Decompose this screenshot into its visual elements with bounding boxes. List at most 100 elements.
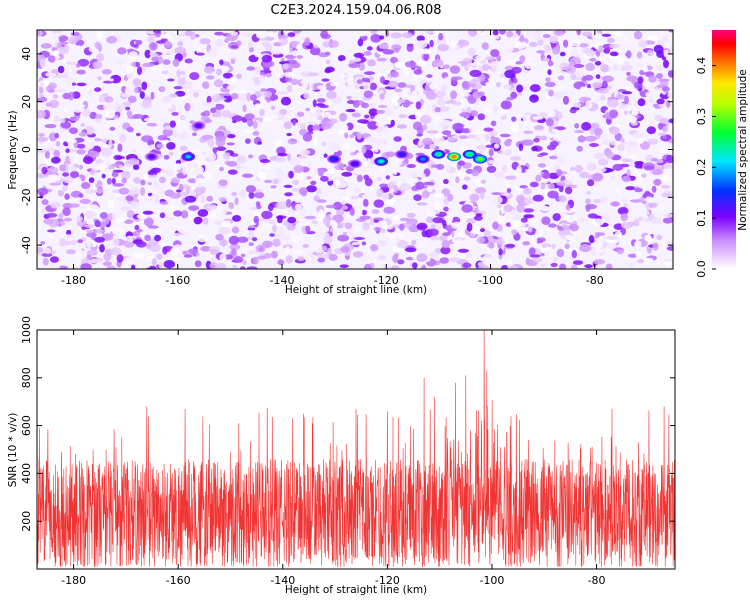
heatmap-noise-cell (171, 177, 180, 184)
heatmap-noise-cell (584, 74, 594, 81)
heatmap-noise-cell (488, 241, 495, 249)
heatmap-noise-cell (507, 60, 517, 64)
heatmap-noise-cell (615, 94, 626, 100)
heatmap-noise-cell (475, 137, 481, 141)
heatmap-noise-cell (589, 57, 597, 62)
heatmap-noise-cell (153, 229, 163, 234)
heatmap-noise-cell (299, 208, 306, 216)
heatmap-noise-cell (600, 64, 609, 73)
heatmap-noise-cell (248, 225, 255, 229)
heatmap-noise-cell (323, 235, 333, 244)
heatmap-hotspot (399, 152, 405, 157)
heatmap-noise-cell (534, 35, 542, 41)
heatmap-noise-cell (147, 182, 152, 186)
heatmap-noise-cell (102, 93, 109, 98)
heatmap-noise-cell (422, 137, 433, 145)
heatmap-noise-cell (449, 257, 461, 262)
heatmap-noise-cell (50, 201, 61, 209)
heatmap-noise-cell (404, 101, 414, 105)
heatmap-noise-cell (607, 238, 618, 245)
heatmap-noise-cell (411, 239, 417, 246)
heatmap-noise-cell (552, 85, 563, 90)
heatmap-noise-cell (645, 91, 651, 97)
heatmap-noise-cell (429, 83, 437, 90)
heatmap-noise-cell (254, 103, 262, 108)
heatmap-noise-cell (136, 213, 148, 220)
heatmap-noise-cell (40, 43, 52, 49)
heatmap-noise-cell (65, 155, 70, 163)
heatmap-noise-cell (374, 223, 385, 228)
heatmap-noise-cell (485, 56, 495, 60)
heatmap-noise-cell (231, 115, 243, 122)
heatmap-noise-cell (380, 167, 386, 172)
heatmap-noise-cell (79, 198, 91, 204)
heatmap-noise-cell (633, 30, 643, 40)
heatmap-noise-cell (317, 199, 327, 203)
heatmap-noise-cell (556, 155, 566, 164)
snr-y-tick-label: 400 (20, 463, 33, 484)
heatmap-noise-cell (99, 95, 104, 99)
heatmap-noise-cell (584, 264, 593, 269)
heatmap-noise-cell (292, 188, 299, 192)
heatmap-noise-cell (440, 246, 451, 255)
heatmap-noise-cell (340, 246, 350, 253)
heatmap-noise-cell (469, 193, 480, 202)
heatmap-noise-cell (457, 253, 467, 258)
heatmap-noise-cell (62, 185, 68, 192)
heatmap-noise-cell (57, 42, 62, 48)
heatmap-noise-cell (314, 249, 324, 254)
heatmap-noise-cell (494, 34, 500, 40)
heatmap-noise-cell (457, 230, 466, 238)
heatmap-noise-cell (52, 30, 62, 34)
heatmap-noise-cell (85, 224, 95, 229)
heatmap-noise-cell (390, 32, 403, 39)
heatmap-noise-cell (369, 218, 374, 226)
snr-y-ticks: 200 400 600 800 1000 (20, 316, 675, 532)
heatmap-noise-cell (330, 82, 339, 87)
heatmap-noise-cell (316, 253, 329, 259)
heatmap-noise-cell (150, 91, 155, 100)
heatmap-noise-cell (356, 131, 362, 140)
heatmap-noise-cell (118, 187, 130, 195)
heatmap-noise-cell (502, 233, 508, 243)
heatmap-noise-cell (252, 256, 259, 265)
heatmap-noise-cell (294, 203, 302, 211)
heatmap-hotspot (195, 123, 202, 128)
heatmap-noise-cell (109, 126, 116, 131)
heatmap-noise-cell (662, 217, 673, 224)
heatmap-noise-cell (121, 93, 133, 98)
heatmap-noise-cell (226, 84, 237, 91)
heatmap-noise-cell (124, 86, 133, 96)
heatmap-noise-cell (309, 46, 321, 56)
heatmap-noise-cell (123, 219, 134, 224)
heatmap-noise-cell (46, 147, 56, 152)
heatmap-noise-cell (71, 82, 76, 86)
heatmap-noise-cell (516, 203, 525, 213)
heatmap-noise-cell (85, 210, 96, 219)
heatmap-noise-cell (393, 185, 398, 193)
heatmap-noise-cell (283, 44, 290, 52)
heatmap-noise-cell (633, 169, 644, 178)
heatmap-noise-cell (538, 139, 548, 145)
heatmap-noise-cell (632, 132, 645, 139)
heatmap-noise-cell (593, 259, 606, 265)
heatmap-noise-cell (496, 55, 502, 62)
heatmap-noise-cell (191, 186, 196, 191)
heatmap-noise-cell (374, 96, 379, 101)
heatmap-noise-cell (37, 207, 41, 213)
heatmap-noise-cell (593, 232, 606, 237)
heatmap-noise-cell (265, 72, 273, 78)
heatmap-noise-cell (246, 266, 258, 269)
heatmap-noise-cell (246, 92, 252, 102)
heatmap-noise-cell (106, 177, 112, 185)
heatmap-noise-cell (420, 48, 432, 55)
heatmap-noise-cell (423, 145, 431, 150)
heatmap-noise-cell (457, 160, 466, 166)
heatmap-noise-cell (143, 173, 149, 179)
heatmap-noise-cell (421, 264, 427, 269)
heatmap-noise-cell (571, 48, 577, 56)
heatmap-noise-cell (54, 89, 66, 93)
heatmap-noise-cell (539, 205, 551, 212)
heatmap-noise-cell (476, 236, 486, 245)
heatmap-noise-cell (64, 234, 75, 239)
